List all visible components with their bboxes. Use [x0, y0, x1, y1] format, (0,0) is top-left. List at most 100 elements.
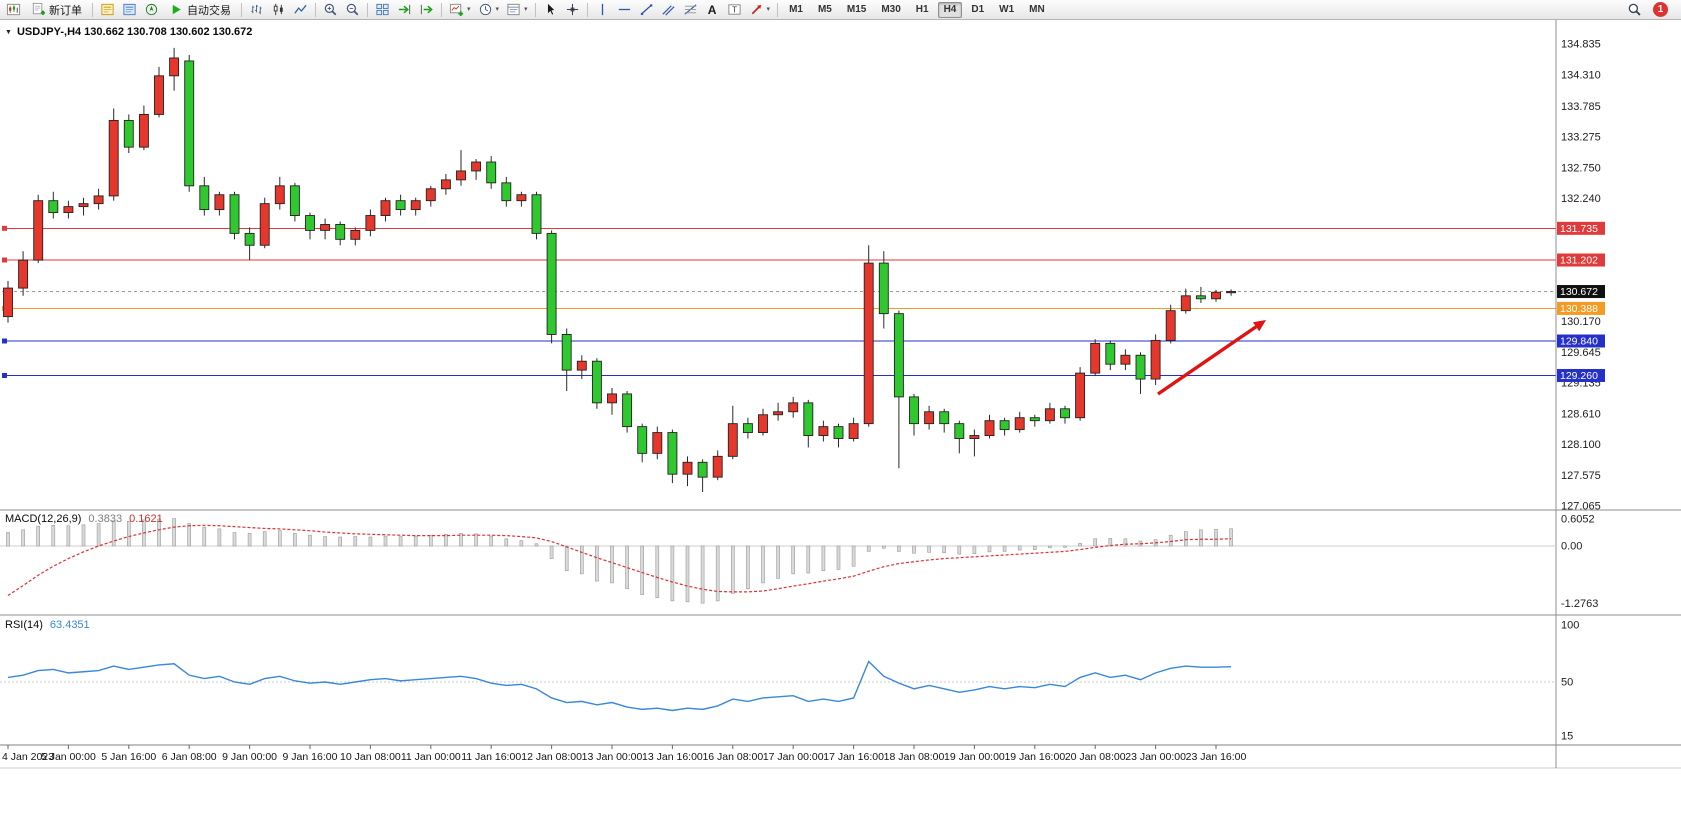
toolbar-divider	[586, 2, 588, 17]
line-chart-button[interactable]	[290, 1, 311, 19]
candle-bull	[3, 280, 13, 323]
candlestick-chart-button[interactable]	[268, 1, 289, 19]
crosshair-button[interactable]	[562, 1, 583, 19]
auto-trading-button[interactable]: 自动交易	[163, 1, 237, 19]
navigator-button[interactable]	[141, 1, 162, 19]
trendline-button[interactable]	[636, 1, 657, 19]
macd-histogram-bar	[942, 545, 947, 554]
candle-bull	[274, 176, 285, 210]
macd-histogram-bar	[791, 545, 796, 575]
candle-bull	[33, 194, 44, 264]
price-tick-label: 134.835	[1561, 39, 1601, 51]
date-axis-label: 17 Jan 00:00	[763, 751, 824, 763]
macd-histogram-bar	[459, 533, 463, 547]
fibonacci-button[interactable]	[680, 1, 701, 19]
cursor-button[interactable]	[540, 1, 561, 19]
resistance-line-2-handle[interactable]	[2, 257, 7, 263]
trendline-icon	[639, 2, 654, 17]
price-tick-label: 127.065	[1561, 501, 1601, 513]
price-tick-label: 128.100	[1561, 439, 1601, 451]
date-axis-label: 19 Jan 16:00	[1004, 751, 1065, 763]
horizontal-line-button[interactable]	[614, 1, 635, 19]
macd-histogram-bar	[897, 545, 901, 552]
bar-chart-button[interactable]	[246, 1, 267, 19]
candle-bear	[909, 393, 919, 436]
resistance-line-1-handle[interactable]	[2, 225, 7, 231]
timeframe-m15[interactable]: M15	[846, 4, 867, 15]
market-watch-button[interactable]	[97, 1, 118, 19]
macd-histogram-bar	[293, 533, 297, 547]
chart-menu-icon[interactable]: ▼	[5, 28, 12, 36]
zoom-out-button[interactable]	[342, 1, 363, 19]
date-axis-label: 9 Jan 16:00	[283, 751, 338, 763]
pivot-line-badge	[1557, 301, 1605, 315]
timeframe-h4[interactable]: H4	[937, 1, 963, 18]
new-order-button-label: 新订单	[49, 4, 82, 17]
macd-histogram-bar	[323, 536, 327, 547]
support-line-2-badge-text: 129.260	[1560, 370, 1598, 382]
support-line-1-handle[interactable]	[2, 338, 7, 344]
tile-windows-button[interactable]	[372, 1, 393, 19]
candle-bull	[456, 150, 466, 186]
new-order-button[interactable]: 新订单	[25, 1, 88, 19]
candle-bull	[410, 197, 421, 216]
timeframe-m5[interactable]: M5	[817, 4, 832, 15]
periodicity-button[interactable]: ▾	[475, 1, 503, 19]
timeframe-h1[interactable]: H1	[915, 4, 929, 15]
timeframe-w1[interactable]: W1	[999, 4, 1015, 15]
trend-arrow-head[interactable]	[1252, 320, 1266, 332]
arrows-button[interactable]: ▾	[746, 1, 774, 19]
macd-histogram-bar	[579, 545, 584, 575]
toolbar-divider	[92, 2, 93, 17]
date-axis-label: 13 Jan 00:00	[582, 751, 643, 763]
data-window-button[interactable]	[119, 1, 140, 19]
search-icon	[1627, 2, 1642, 17]
play-icon	[169, 2, 184, 17]
navigator-icon	[144, 2, 159, 17]
timeframe-m30[interactable]: M30	[881, 4, 901, 15]
candle-bear	[742, 417, 753, 439]
horizontal-line-icon	[617, 2, 632, 17]
timeframe-m1[interactable]: M1	[789, 4, 803, 15]
macd-histogram-bar	[157, 518, 161, 547]
channel-button[interactable]	[658, 1, 679, 19]
vertical-line-button[interactable]	[592, 1, 613, 19]
text-label-button[interactable]: T	[724, 1, 745, 19]
candle-bear	[697, 459, 708, 493]
search-button[interactable]	[1624, 1, 1645, 19]
timeframe-d1[interactable]: D1	[971, 4, 985, 15]
candle-bull	[863, 245, 874, 427]
candle-bull	[969, 429, 980, 457]
macd-histogram-bar	[519, 540, 524, 547]
macd-histogram-bar	[172, 518, 176, 547]
new-chart-button[interactable]: ▾	[446, 1, 474, 19]
candle-bull	[108, 108, 119, 201]
trend-arrow[interactable]	[1157, 325, 1258, 396]
auto-scroll-button[interactable]	[394, 1, 415, 19]
candle-bear	[531, 191, 542, 240]
macd-histogram-bar	[1093, 538, 1097, 547]
candle-bull	[1075, 367, 1086, 421]
zoom-in-button[interactable]	[320, 1, 341, 19]
timeframe-mn[interactable]: MN	[1029, 4, 1045, 15]
macd-histogram-bar	[836, 545, 841, 570]
templates-button[interactable]: ▾	[503, 1, 531, 19]
chart-title: ▼ USDJPY-,H4 130.662 130.708 130.602 130…	[5, 26, 252, 38]
candle-bear	[803, 399, 814, 448]
candle-bull	[320, 218, 331, 240]
macd-signal-value: 0.1621	[129, 513, 163, 525]
support-line-1-badge	[1557, 334, 1605, 348]
notification-badge[interactable]: 1	[1653, 2, 1668, 17]
candle-bull	[1150, 334, 1161, 385]
support-line-2-handle[interactable]	[2, 372, 7, 378]
text-tool-button[interactable]: A	[702, 1, 723, 19]
macd-histogram-bar	[1078, 542, 1082, 547]
date-axis-label: 16 Jan 08:00	[702, 751, 763, 763]
macd-histogram-bar	[187, 523, 191, 547]
chart-window-button[interactable]	[3, 1, 24, 19]
macd-histogram-bar	[1002, 545, 1007, 552]
label-icon: T	[727, 2, 742, 17]
chart-shift-button[interactable]	[416, 1, 437, 19]
main-toolbar: 新订单 自动交易 ▾ ▾ ▾ A T ▾ M1 M5 M15 M30 H1 H4 D1 W1 MN 1	[0, 0, 1681, 20]
